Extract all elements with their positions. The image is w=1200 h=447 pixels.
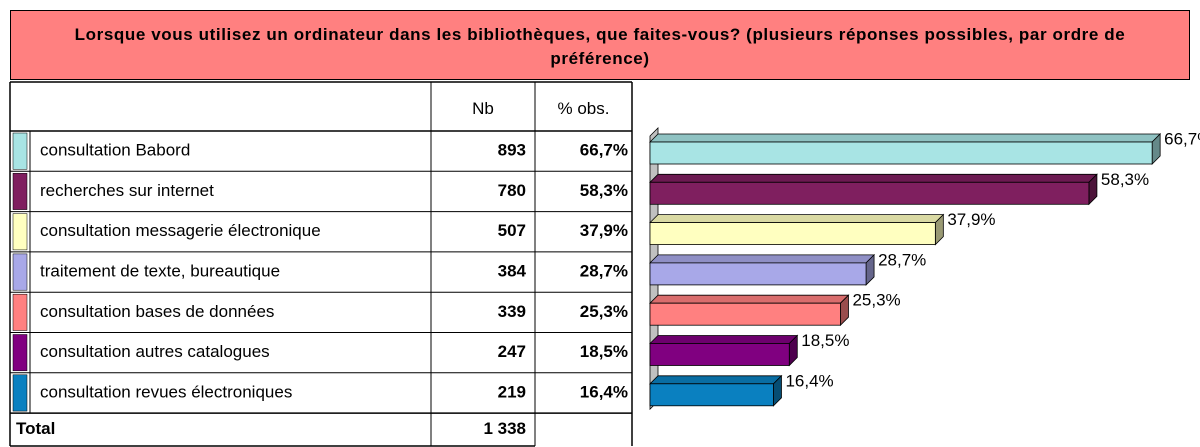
bar	[649, 262, 867, 286]
row-pct: 28,7%	[580, 262, 628, 281]
title: Lorsque vous utilisez un ordinateur dans…	[10, 10, 1190, 80]
row-pct: 25,3%	[580, 302, 628, 321]
data-label: 18,5%	[801, 331, 849, 350]
bar-top	[649, 173, 1098, 183]
color-swatch	[12, 374, 28, 412]
bar	[649, 181, 1090, 205]
row-pct: 16,4%	[580, 382, 628, 401]
row-pct: 18,5%	[580, 342, 628, 361]
row-pct: 37,9%	[580, 221, 628, 240]
total-nb: 1 338	[483, 419, 526, 438]
color-swatch	[12, 334, 28, 372]
row-label: consultation revues électroniques	[40, 382, 292, 401]
bar	[649, 343, 790, 366]
row-nb: 339	[498, 302, 526, 321]
bar	[649, 222, 936, 246]
row-label: consultation messagerie électronique	[40, 221, 321, 240]
row-nb: 893	[498, 141, 526, 160]
data-label: 25,3%	[852, 291, 900, 310]
row-nb: 219	[498, 382, 526, 401]
row-label: traitement de texte, bureautique	[40, 262, 280, 281]
color-swatch	[12, 253, 28, 291]
bar-top	[649, 214, 945, 224]
column-header: % obs.	[558, 99, 610, 118]
color-swatch	[12, 132, 28, 170]
row-label: consultation autres catalogues	[40, 342, 270, 361]
row-pct: 58,3%	[580, 181, 628, 200]
data-label: 58,3%	[1101, 170, 1149, 189]
color-swatch	[12, 213, 28, 251]
data-label: 28,7%	[878, 250, 926, 269]
row-nb: 247	[498, 342, 526, 361]
color-swatch	[12, 293, 28, 331]
total-label: Total	[16, 419, 55, 438]
row-label: consultation Babord	[40, 141, 190, 160]
row-nb: 780	[498, 181, 526, 200]
data-label: 16,4%	[785, 371, 833, 390]
data-label: 37,9%	[947, 210, 995, 229]
data-label: 66,7%	[1164, 129, 1200, 148]
bar-top	[649, 375, 783, 385]
row-nb: 507	[498, 221, 526, 240]
bar-top	[649, 335, 799, 344]
bar	[649, 383, 774, 407]
bar-top	[649, 294, 850, 304]
row-label: recherches sur internet	[40, 181, 214, 200]
color-swatch	[12, 173, 28, 210]
bar-top	[649, 133, 1162, 143]
row-nb: 384	[498, 262, 527, 281]
bar-top	[649, 254, 876, 264]
column-header: Nb	[472, 99, 494, 118]
row-label: consultation bases de données	[40, 302, 274, 321]
bar	[649, 302, 841, 326]
row-pct: 66,7%	[580, 141, 628, 160]
bar	[649, 141, 1153, 165]
